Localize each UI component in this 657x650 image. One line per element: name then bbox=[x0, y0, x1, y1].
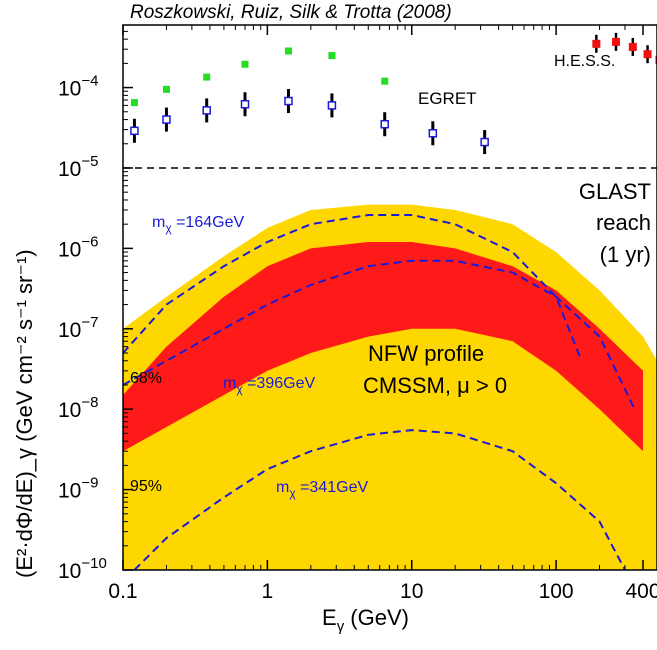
nfw-label-line1: NFW profile bbox=[368, 341, 484, 366]
plot-frame bbox=[122, 24, 657, 571]
egret-label: EGRET bbox=[418, 89, 477, 108]
point-hess bbox=[643, 50, 652, 59]
x-tick-label: 10 bbox=[400, 580, 423, 603]
y-tick-label: 10−6 bbox=[58, 233, 98, 261]
point-egret-model bbox=[130, 126, 139, 136]
curve-1 bbox=[123, 259, 636, 410]
chart-title: Roszkowski, Ruiz, Silk & Trotta (2008) bbox=[130, 2, 452, 23]
curve-label-396: mχ =396GeV bbox=[223, 375, 315, 396]
x-axis-label: Eγ (GeV) bbox=[322, 605, 409, 635]
point-egret bbox=[162, 85, 170, 93]
point-egret bbox=[203, 73, 211, 81]
point-egret-model bbox=[380, 119, 389, 129]
curve-0 bbox=[123, 214, 583, 362]
y-tick-label: 10−4 bbox=[58, 73, 98, 101]
point-egret bbox=[284, 47, 292, 55]
glast-label-line3: (1 yr) bbox=[600, 242, 651, 267]
y-axis-label: (E²·dΦ/dE)_γ (GeV cm⁻² s⁻¹ sr⁻¹) bbox=[12, 249, 37, 578]
glast-label-line1: GLAST bbox=[579, 179, 651, 204]
y-tick-label: 10−7 bbox=[58, 314, 98, 342]
point-egret-model bbox=[327, 101, 337, 110]
cl68-label: 68% bbox=[130, 370, 162, 387]
point-egret bbox=[130, 99, 138, 107]
confidence-bands bbox=[123, 204, 657, 570]
band-68pct bbox=[123, 242, 643, 452]
cl95-label: 95% bbox=[130, 478, 162, 495]
data-points bbox=[130, 32, 657, 155]
x-tick-label: 100 bbox=[539, 580, 574, 603]
plot-area bbox=[123, 32, 657, 570]
point-hess bbox=[628, 42, 637, 51]
point-egret bbox=[381, 77, 389, 85]
curve-label-164: mχ =164GeV bbox=[152, 214, 244, 235]
x-tick-label: 1 bbox=[262, 580, 274, 603]
y-tick-label: 10−5 bbox=[58, 153, 98, 181]
point-egret-model bbox=[428, 129, 438, 138]
x-tick-label: 400 bbox=[625, 580, 657, 603]
y-tick-label: 10−8 bbox=[58, 394, 98, 422]
point-egret-model bbox=[202, 106, 211, 115]
x-tick-label: 0.1 bbox=[108, 580, 137, 603]
glast-label-line2: reach bbox=[596, 210, 651, 235]
axis-ticks: 0.1 1 10 100 400 10−10 10−9 10−8 10−7 10−6 10−5 10−… bbox=[58, 25, 657, 603]
point-hess bbox=[612, 37, 621, 46]
nfw-label-line2: CMSSM, μ > 0 bbox=[363, 373, 507, 398]
point-hess bbox=[655, 56, 657, 65]
spectrum-curves bbox=[123, 214, 636, 570]
point-egret bbox=[241, 60, 249, 68]
point-egret bbox=[328, 52, 336, 60]
point-egret-model bbox=[480, 137, 489, 147]
hess-label: H.E.S.S. bbox=[554, 53, 615, 70]
y-tick-label: 10−9 bbox=[58, 475, 98, 503]
point-egret-model bbox=[162, 115, 171, 124]
curve-label-341: mχ =341GeV bbox=[276, 479, 368, 500]
point-hess bbox=[592, 39, 601, 48]
y-tick-label: 10−10 bbox=[58, 555, 107, 583]
point-egret-model bbox=[284, 96, 293, 106]
curve-2 bbox=[133, 429, 626, 570]
point-egret-model bbox=[240, 100, 250, 109]
